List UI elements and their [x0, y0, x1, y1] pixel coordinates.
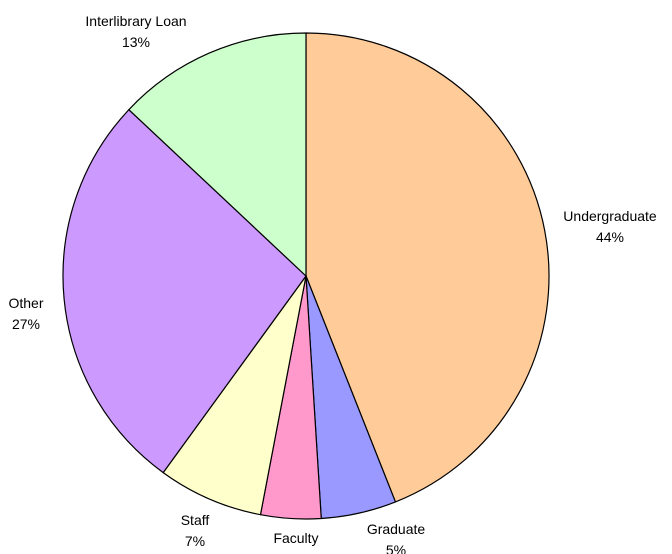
pie-slice-interlibrary-loan: [128, 32, 307, 277]
slice-value-label-interlibrary-loan: 13%: [122, 34, 150, 50]
slice-label-undergraduate: Undergraduate: [563, 208, 657, 224]
pie-slices: [62, 32, 550, 520]
slice-value-label-faculty: 4%: [286, 551, 306, 554]
pie-labels: Undergraduate 44% Graduate 5% Faculty 4% Staff…: [8, 13, 656, 554]
pie-slice-other: [62, 109, 307, 474]
pie-slice-undergraduate: [305, 32, 550, 503]
pie-slice-staff: [162, 275, 307, 516]
slice-label-staff: Staff: [181, 512, 210, 528]
slice-label-graduate: Graduate: [367, 521, 426, 537]
slice-value-label-other: 27%: [12, 316, 40, 332]
slice-label-other: Other: [8, 295, 43, 311]
slice-label-faculty: Faculty: [273, 530, 318, 546]
slice-value-label-undergraduate: 44%: [596, 229, 624, 245]
slice-label-interlibrary-loan: Interlibrary Loan: [85, 13, 186, 29]
slice-value-label-staff: 7%: [185, 533, 205, 549]
slice-value-label-graduate: 5%: [386, 542, 406, 554]
